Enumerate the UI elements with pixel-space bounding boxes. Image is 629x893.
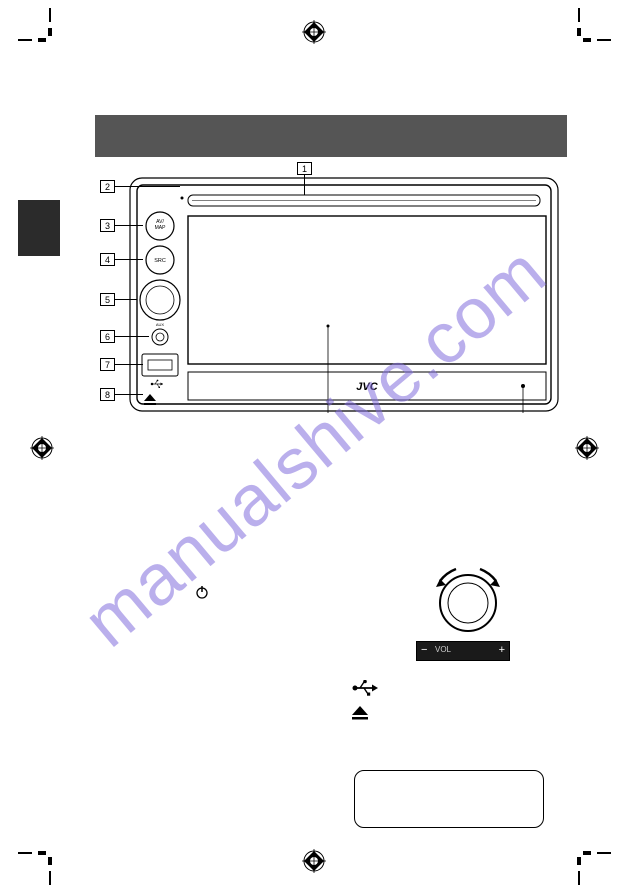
- callout-8: 8: [100, 388, 115, 401]
- side-tab: [18, 200, 60, 256]
- callout-3: 3: [100, 219, 115, 232]
- device-diagram: AV/ MAP SRC AUX: [128, 176, 560, 413]
- callout-7: 7: [100, 358, 115, 371]
- vol-plus: +: [499, 644, 505, 656]
- cropmark-br: [567, 841, 611, 885]
- callout-6: 6: [100, 330, 115, 343]
- regmark-left: [30, 436, 54, 460]
- title-bar: [95, 115, 567, 157]
- eject-icon: [352, 706, 368, 718]
- volume-bar: − VOL +: [416, 641, 510, 661]
- page: AV/ MAP SRC AUX: [0, 0, 629, 893]
- regmark-top: [302, 20, 326, 44]
- callout-2: 2: [100, 180, 115, 193]
- callout-5: 5: [100, 293, 115, 306]
- note-box: [354, 770, 544, 828]
- volume-knob-illustration: [428, 565, 496, 633]
- svg-text:SRC: SRC: [154, 258, 166, 264]
- svg-text:MAP: MAP: [155, 225, 167, 231]
- usb-icon: [352, 680, 372, 694]
- regmark-bottom: [302, 849, 326, 873]
- power-icon: [195, 585, 209, 599]
- vol-minus: −: [421, 644, 427, 656]
- cropmark-tl: [18, 8, 62, 52]
- callout-4: 4: [100, 253, 115, 266]
- callout-1: 1: [297, 162, 312, 175]
- cropmark-tr: [567, 8, 611, 52]
- vol-label: VOL: [435, 645, 451, 654]
- regmark-right: [575, 436, 599, 460]
- svg-text:AUX: AUX: [156, 322, 165, 327]
- cropmark-bl: [18, 841, 62, 885]
- device-brand: JVC: [356, 381, 378, 393]
